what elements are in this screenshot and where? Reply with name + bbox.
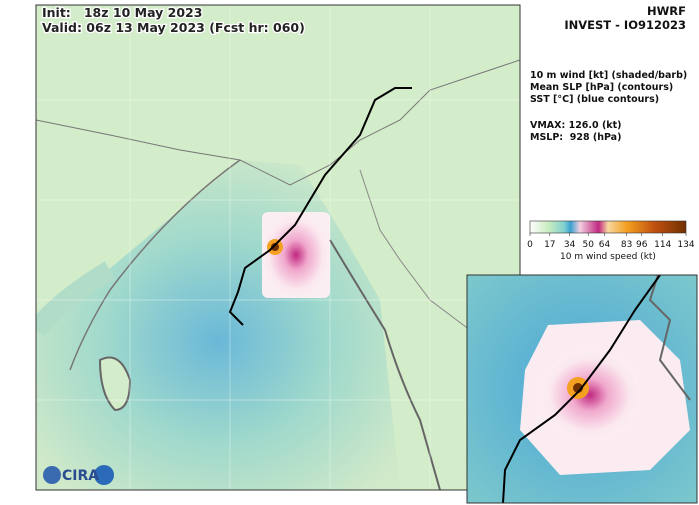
- mslp: MSLP: 928 (hPa): [530, 132, 621, 143]
- colorbar-tick-label: 83: [621, 240, 632, 250]
- logo-text: CIRA: [62, 468, 99, 484]
- colorbar-tick-label: 114: [654, 240, 671, 250]
- legend-line: SST [°C] (blue contours): [530, 94, 659, 105]
- colorbar-tick-label: 50: [582, 240, 594, 250]
- colorbar: [529, 220, 687, 234]
- legend-line: 10 m wind [kt] (shaded/barb): [530, 70, 687, 81]
- colorbar-tick-label: 34: [564, 240, 576, 250]
- colorbar-tick-label: 64: [599, 240, 611, 250]
- logo-icon: [43, 466, 61, 484]
- logo-icon: [94, 465, 114, 485]
- init-time: Init: 18z 10 May 2023: [42, 5, 202, 20]
- inset-frame: [466, 274, 698, 504]
- colorbar-tick-label: 134: [677, 240, 694, 250]
- inset-map: [467, 275, 697, 503]
- valid-time: Valid: 06z 13 May 2023 (Fcst hr: 060): [42, 20, 305, 35]
- colorbar-tick-label: 17: [544, 240, 555, 250]
- vmax: VMAX: 126.0 (kt): [530, 120, 622, 131]
- legend-line: Mean SLP [hPa] (contours): [530, 82, 673, 93]
- storm-name: INVEST - IO912023: [564, 18, 686, 32]
- model-name: HWRF: [647, 4, 686, 18]
- colorbar-tick-label: 96: [636, 240, 648, 250]
- main-map: [36, 5, 520, 490]
- colorbar-label: 10 m wind speed (kt): [560, 252, 656, 262]
- colorbar-tick-label: 0: [527, 240, 533, 250]
- main-map-frame: [35, 4, 521, 491]
